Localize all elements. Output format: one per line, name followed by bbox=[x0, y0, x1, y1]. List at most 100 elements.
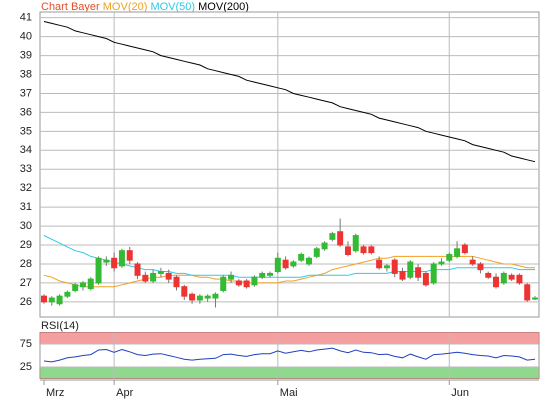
candle-body bbox=[422, 272, 429, 286]
candle-body bbox=[321, 242, 328, 250]
legend-entry: MOV(50) bbox=[150, 1, 195, 13]
y-tick-label: 38 bbox=[20, 68, 32, 80]
candle-body bbox=[282, 259, 289, 269]
x-tick-label: Mrz bbox=[46, 387, 64, 399]
candle-body bbox=[243, 280, 250, 288]
candle-body bbox=[477, 263, 484, 271]
candle-body bbox=[368, 246, 375, 254]
candle-body bbox=[500, 272, 507, 284]
x-tick-label: Mai bbox=[280, 387, 298, 399]
y-tick-label: 29 bbox=[20, 239, 32, 251]
candle-body bbox=[173, 276, 180, 288]
y-tick-label: 37 bbox=[20, 87, 32, 99]
candle-body bbox=[181, 286, 188, 297]
candle-body bbox=[508, 274, 515, 280]
candle-body bbox=[430, 263, 437, 284]
y-tick-label: 31 bbox=[20, 201, 32, 213]
candle-body bbox=[391, 259, 398, 274]
candle-body bbox=[196, 295, 203, 301]
y-tick-label: 26 bbox=[20, 296, 32, 308]
candle-body bbox=[126, 250, 133, 261]
y-tick-label: 25 bbox=[20, 361, 32, 373]
candle-body bbox=[485, 272, 492, 278]
candle-body bbox=[313, 248, 320, 257]
y-tick-label: 36 bbox=[20, 106, 32, 118]
candle-body bbox=[469, 259, 476, 265]
candle-body bbox=[532, 297, 538, 300]
y-tick-label: 39 bbox=[20, 49, 32, 61]
y-tick-label: 75 bbox=[20, 338, 32, 350]
candle-body bbox=[72, 284, 79, 291]
band bbox=[39, 332, 540, 345]
candle-body bbox=[134, 263, 141, 276]
candle-body bbox=[524, 284, 531, 301]
rsi-title: RSI(14) bbox=[41, 320, 79, 332]
series-line bbox=[43, 235, 535, 278]
candle-body bbox=[228, 274, 235, 280]
candle-body bbox=[64, 291, 71, 297]
candle-body bbox=[399, 271, 406, 280]
candle-body bbox=[212, 293, 219, 299]
chart-title: Chart Bayer bbox=[41, 1, 100, 13]
candle-body bbox=[95, 257, 102, 284]
candle-body bbox=[298, 253, 305, 261]
candle-body bbox=[360, 246, 367, 254]
candle-body bbox=[165, 272, 172, 280]
candle-body bbox=[446, 253, 453, 261]
candle-body bbox=[204, 295, 211, 299]
candle-body bbox=[267, 272, 274, 276]
candle-body bbox=[344, 246, 351, 255]
candle-body bbox=[103, 259, 110, 263]
series-line bbox=[43, 255, 535, 288]
y-tick-label: 32 bbox=[20, 182, 32, 194]
candle-body bbox=[305, 257, 312, 265]
candle-body bbox=[157, 271, 164, 274]
candle-body bbox=[48, 297, 55, 303]
candle-body bbox=[415, 267, 422, 278]
candle-body bbox=[438, 261, 445, 265]
candle-body bbox=[516, 274, 523, 284]
y-tick-label: 35 bbox=[20, 125, 32, 137]
series-line bbox=[43, 347, 536, 363]
candle-body bbox=[235, 280, 242, 286]
candle-body bbox=[376, 259, 383, 269]
candle-body bbox=[79, 282, 86, 288]
candle-body bbox=[259, 272, 266, 278]
y-tick-label: 41 bbox=[20, 12, 32, 24]
y-tick-label: 34 bbox=[20, 144, 32, 156]
candle-body bbox=[461, 244, 468, 254]
candle-body bbox=[329, 233, 336, 240]
candle-body bbox=[142, 274, 149, 282]
y-tick-label: 30 bbox=[20, 220, 32, 232]
candle-body bbox=[56, 295, 63, 305]
candle-body bbox=[111, 257, 118, 269]
candle-body bbox=[251, 276, 258, 286]
y-tick-label: 28 bbox=[20, 258, 32, 270]
y-tick-label: 27 bbox=[20, 277, 32, 289]
candle-body bbox=[41, 295, 47, 303]
candle-body bbox=[454, 248, 461, 257]
candle-body bbox=[189, 293, 196, 301]
candle-body bbox=[118, 250, 125, 267]
y-tick-label: 33 bbox=[20, 163, 32, 175]
legend: Chart Bayer MOV(20) MOV(50) MOV(200) bbox=[41, 1, 249, 13]
x-tick-label: Jun bbox=[451, 387, 469, 399]
candle-body bbox=[383, 265, 390, 269]
band bbox=[39, 366, 540, 379]
series-line bbox=[43, 21, 536, 163]
candle-body bbox=[87, 278, 94, 290]
legend-entry: MOV(20) bbox=[103, 1, 148, 13]
candle-body bbox=[337, 231, 344, 246]
y-tick-label: 40 bbox=[20, 31, 32, 43]
candle-body bbox=[407, 261, 414, 278]
candle-body bbox=[290, 261, 297, 267]
candle-body bbox=[150, 272, 157, 282]
legend-entry: MOV(200) bbox=[198, 1, 249, 13]
candle-body bbox=[352, 235, 359, 252]
candle-body bbox=[274, 257, 281, 273]
candle-body bbox=[493, 276, 500, 288]
x-tick-label: Apr bbox=[116, 387, 133, 399]
candle-body bbox=[220, 276, 227, 291]
plot-area bbox=[39, 11, 540, 318]
